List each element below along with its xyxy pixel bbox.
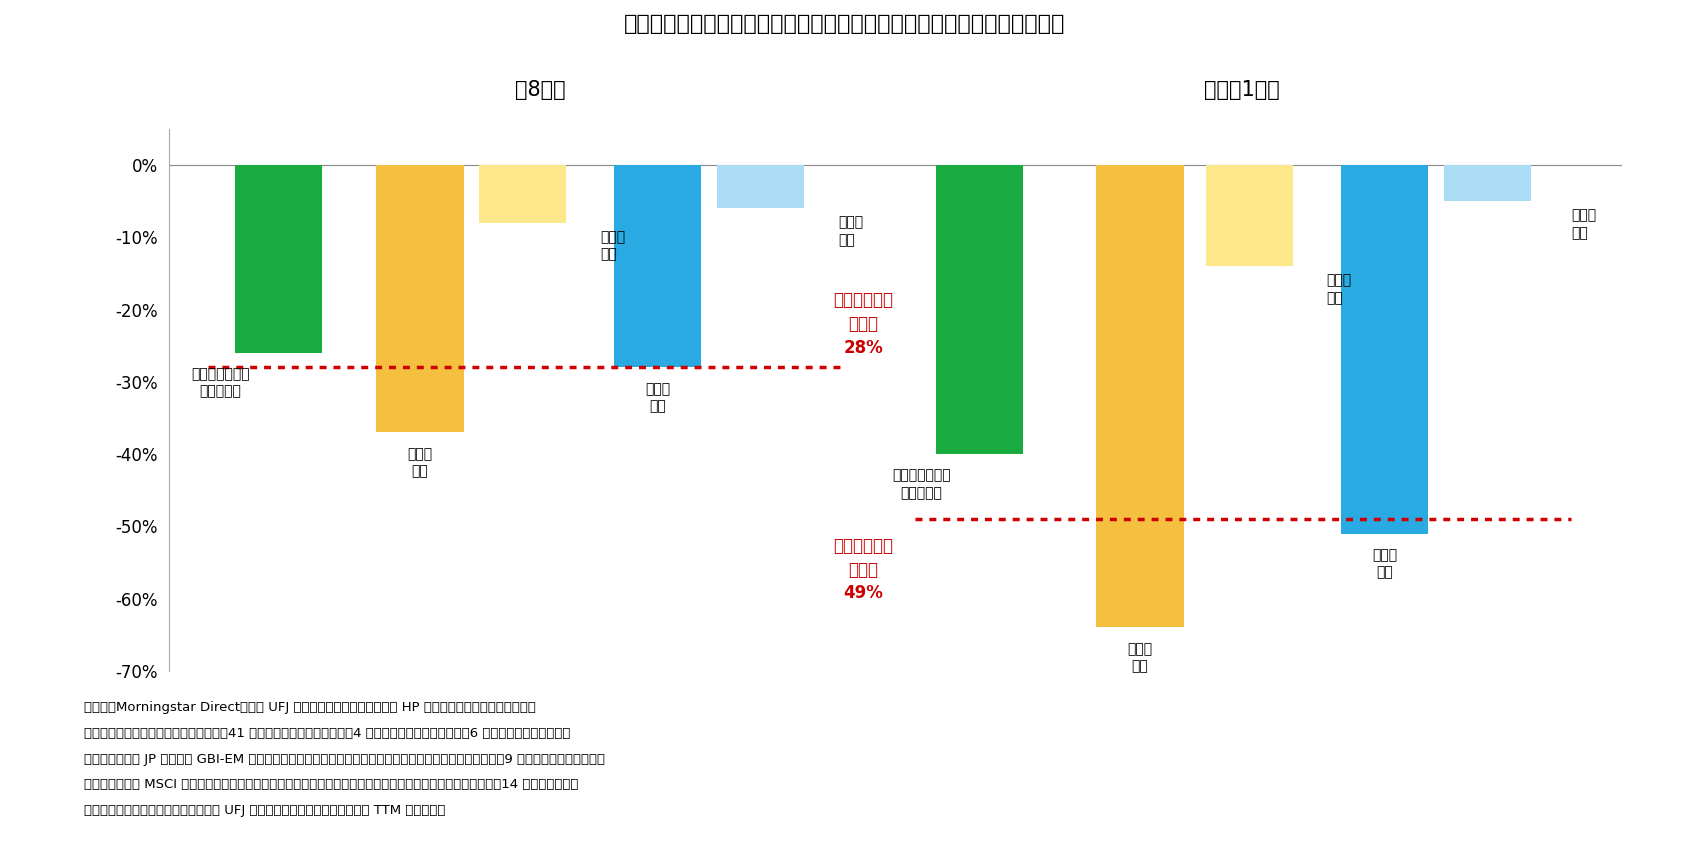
Bar bbox=[716, 165, 804, 208]
Text: 【図表４】トルコ関連ファンドと新兴国インデックス・ファンドの収益率: 【図表４】トルコ関連ファンドと新兴国インデックス・ファンドの収益率 bbox=[623, 14, 1066, 34]
Text: 新兴国偉券は JP モルガン GBI-EM グローバル・ダイバーシファイドに連動するインデックス・ファンド（9 本）の収益率の平均値。: 新兴国偉券は JP モルガン GBI-EM グローバル・ダイバーシファイドに連動… bbox=[84, 752, 605, 765]
Text: ＜8月＞: ＜8月＞ bbox=[515, 80, 566, 101]
Text: トルコ・リラの通貨選択型ファンド（41 本）、トルコ偉券ファンド（4 本）、トルコ株式ファンド（6 本）の収益率の中央値。: トルコ・リラの通貨選択型ファンド（41 本）、トルコ偉券ファンド（4 本）、トル… bbox=[84, 727, 571, 740]
Bar bbox=[1096, 165, 1182, 628]
Text: ＜過去1年＞: ＜過去1年＞ bbox=[1204, 80, 1279, 101]
Text: トルコ・リラの
通貨選択型: トルコ・リラの 通貨選択型 bbox=[892, 469, 951, 500]
Text: 新兴国
株式: 新兴国 株式 bbox=[838, 216, 863, 247]
Bar bbox=[1204, 165, 1292, 267]
Bar bbox=[1442, 165, 1530, 201]
Text: 新兴国
偉券: 新兴国 偉券 bbox=[600, 230, 625, 261]
Text: トルコ・リラ
下落率
49%: トルコ・リラ 下落率 49% bbox=[833, 537, 893, 602]
Text: トルコ・リラの下落率は対円で三菱 UFJ 銀行公表の対顧客外国為替相場の TTM から算出。: トルコ・リラの下落率は対円で三菱 UFJ 銀行公表の対顧客外国為替相場の TTM… bbox=[84, 804, 446, 817]
Bar bbox=[235, 165, 323, 353]
Text: トルコ
株式: トルコ 株式 bbox=[645, 382, 671, 413]
Text: トルコ・リラの
通貨選択型: トルコ・リラの 通貨選択型 bbox=[191, 367, 250, 399]
Text: トルコ・リラ
下落率
28%: トルコ・リラ 下落率 28% bbox=[833, 292, 893, 357]
Bar bbox=[936, 165, 1022, 454]
Bar bbox=[377, 165, 463, 433]
Bar bbox=[1339, 165, 1427, 533]
Text: 新兴国
株式: 新兴国 株式 bbox=[1571, 208, 1594, 240]
Text: トルコ
株式: トルコ 株式 bbox=[1371, 548, 1397, 580]
Text: （資料）Morningstar Direct、三菱 UFJ リサーチ＆コンサルティング HP 公表データを用いて筆者作成。: （資料）Morningstar Direct、三菱 UFJ リサーチ＆コンサルテ… bbox=[84, 701, 535, 714]
Text: 新兴国
偉券: 新兴国 偉券 bbox=[1326, 273, 1351, 304]
Text: 新兴国株式は MSCI エマージング・マーケット・インデックスに連動するインデックス・ファンドの収益率！14 本）の平均値。: 新兴国株式は MSCI エマージング・マーケット・インデックスに連動するインデッ… bbox=[84, 778, 579, 791]
Text: トルコ
偉券: トルコ 偉券 bbox=[1127, 642, 1152, 673]
Bar bbox=[478, 165, 566, 223]
Bar bbox=[613, 165, 701, 367]
Text: トルコ
偉券: トルコ 偉券 bbox=[407, 447, 432, 478]
